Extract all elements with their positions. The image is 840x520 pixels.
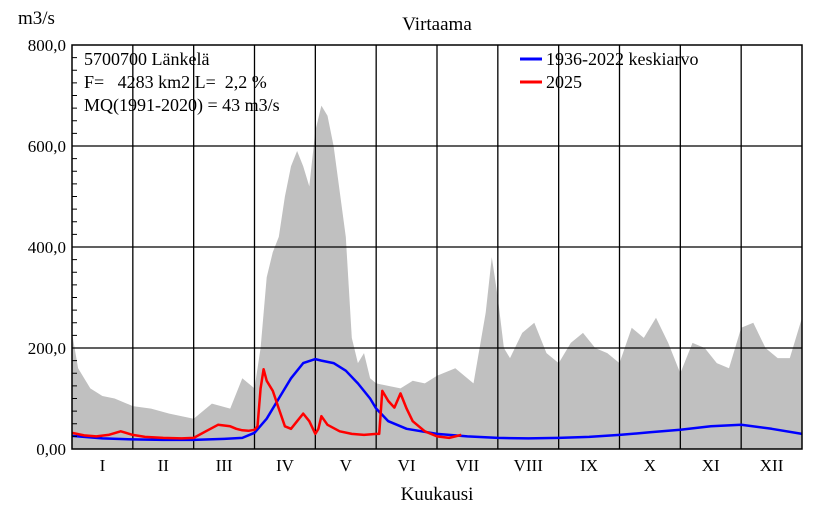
x-tick-label: VIII — [514, 456, 544, 475]
legend-label-2025: 2025 — [546, 72, 582, 92]
x-tick-label: III — [216, 456, 233, 475]
x-tick-label: V — [340, 456, 353, 475]
series-line-mean — [71, 357, 803, 442]
y-tick-label: 600,0 — [28, 137, 66, 156]
x-tick-label: I — [100, 456, 106, 475]
x-tick-label: XI — [702, 456, 720, 475]
chart-title: Virtaama — [402, 14, 472, 35]
x-tick-label: IX — [580, 456, 598, 475]
x-tick-label: X — [644, 456, 656, 475]
x-tick-label: IV — [276, 456, 295, 475]
info-box: 5700700 Länkelä F= 4283 km2 L= 2,2 % MQ(… — [84, 49, 280, 116]
series-line-2025 — [71, 367, 462, 440]
x-tick-label: VI — [398, 456, 416, 475]
series-layer — [71, 357, 803, 442]
y-axis-label: m3/s — [18, 8, 55, 29]
y-tick-label: 0,00 — [36, 440, 66, 459]
y-tick-label: 800,0 — [28, 36, 66, 55]
x-tick-label: II — [158, 456, 170, 475]
info-line-area: F= 4283 km2 L= 2,2 % — [84, 72, 267, 92]
y-tick-label: 200,0 — [28, 339, 66, 358]
x-axis-label: Kuukausi — [401, 484, 474, 505]
plot-frame — [71, 44, 803, 450]
legend: 1936-2022 keskiarvo 2025 — [520, 49, 698, 92]
info-line-mq: MQ(1991-2020) = 43 m3/s — [84, 95, 280, 116]
x-tick-label: XII — [760, 456, 784, 475]
info-line-station: 5700700 Länkelä — [84, 49, 209, 69]
legend-label-mean: 1936-2022 keskiarvo — [546, 49, 698, 69]
x-tick-label: VII — [456, 456, 480, 475]
grid-layer — [72, 45, 802, 449]
y-tick-label: 400,0 — [28, 238, 66, 257]
